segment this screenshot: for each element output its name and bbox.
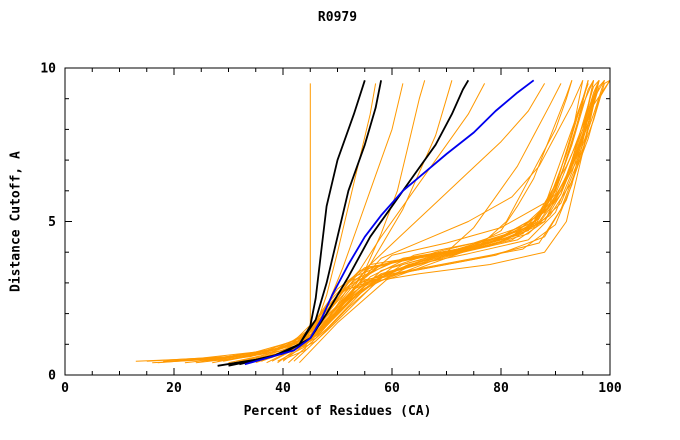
x-tick-label: 40 [275, 381, 291, 396]
series-orange-32 [277, 80, 600, 362]
series-black-3 [239, 79, 470, 366]
series-orange-26 [163, 80, 600, 362]
series-orange-34 [261, 80, 453, 362]
series-orange-8 [223, 80, 595, 362]
series-orange-7 [212, 80, 595, 364]
series-orange-12 [244, 83, 486, 364]
series-orange-20 [288, 80, 611, 364]
series-orange-22 [299, 79, 611, 364]
series-orange-9 [228, 83, 377, 364]
y-tick-label: 5 [48, 215, 56, 230]
series-orange-29 [255, 80, 573, 362]
series-orange-35 [152, 80, 600, 364]
x-tick-label: 60 [384, 381, 400, 396]
series-orange-27 [233, 83, 562, 364]
series-orange-28 [217, 83, 589, 362]
series-black-1 [217, 80, 366, 367]
series-orange-2 [146, 80, 589, 362]
series-orange-11 [282, 83, 311, 361]
series-black-2 [228, 80, 382, 367]
x-tick-label: 100 [598, 381, 622, 396]
series-orange-30 [244, 80, 573, 364]
chart-title: R0979 [317, 10, 358, 25]
x-axis-label: Percent of Residues (CA) [243, 404, 432, 419]
x-tick-label: 20 [166, 381, 182, 396]
series-orange-5 [184, 80, 584, 364]
series-blue-1 [244, 79, 535, 366]
series-orange-3 [157, 83, 589, 364]
y-tick-label: 10 [40, 62, 56, 77]
y-tick-label: 0 [48, 369, 56, 384]
x-tick-label: 0 [61, 381, 69, 396]
y-axis-label: Distance Cutoff, A [8, 151, 24, 292]
series-orange-13 [250, 83, 546, 362]
x-tick-label: 80 [493, 381, 509, 396]
series-orange-1 [135, 80, 595, 362]
